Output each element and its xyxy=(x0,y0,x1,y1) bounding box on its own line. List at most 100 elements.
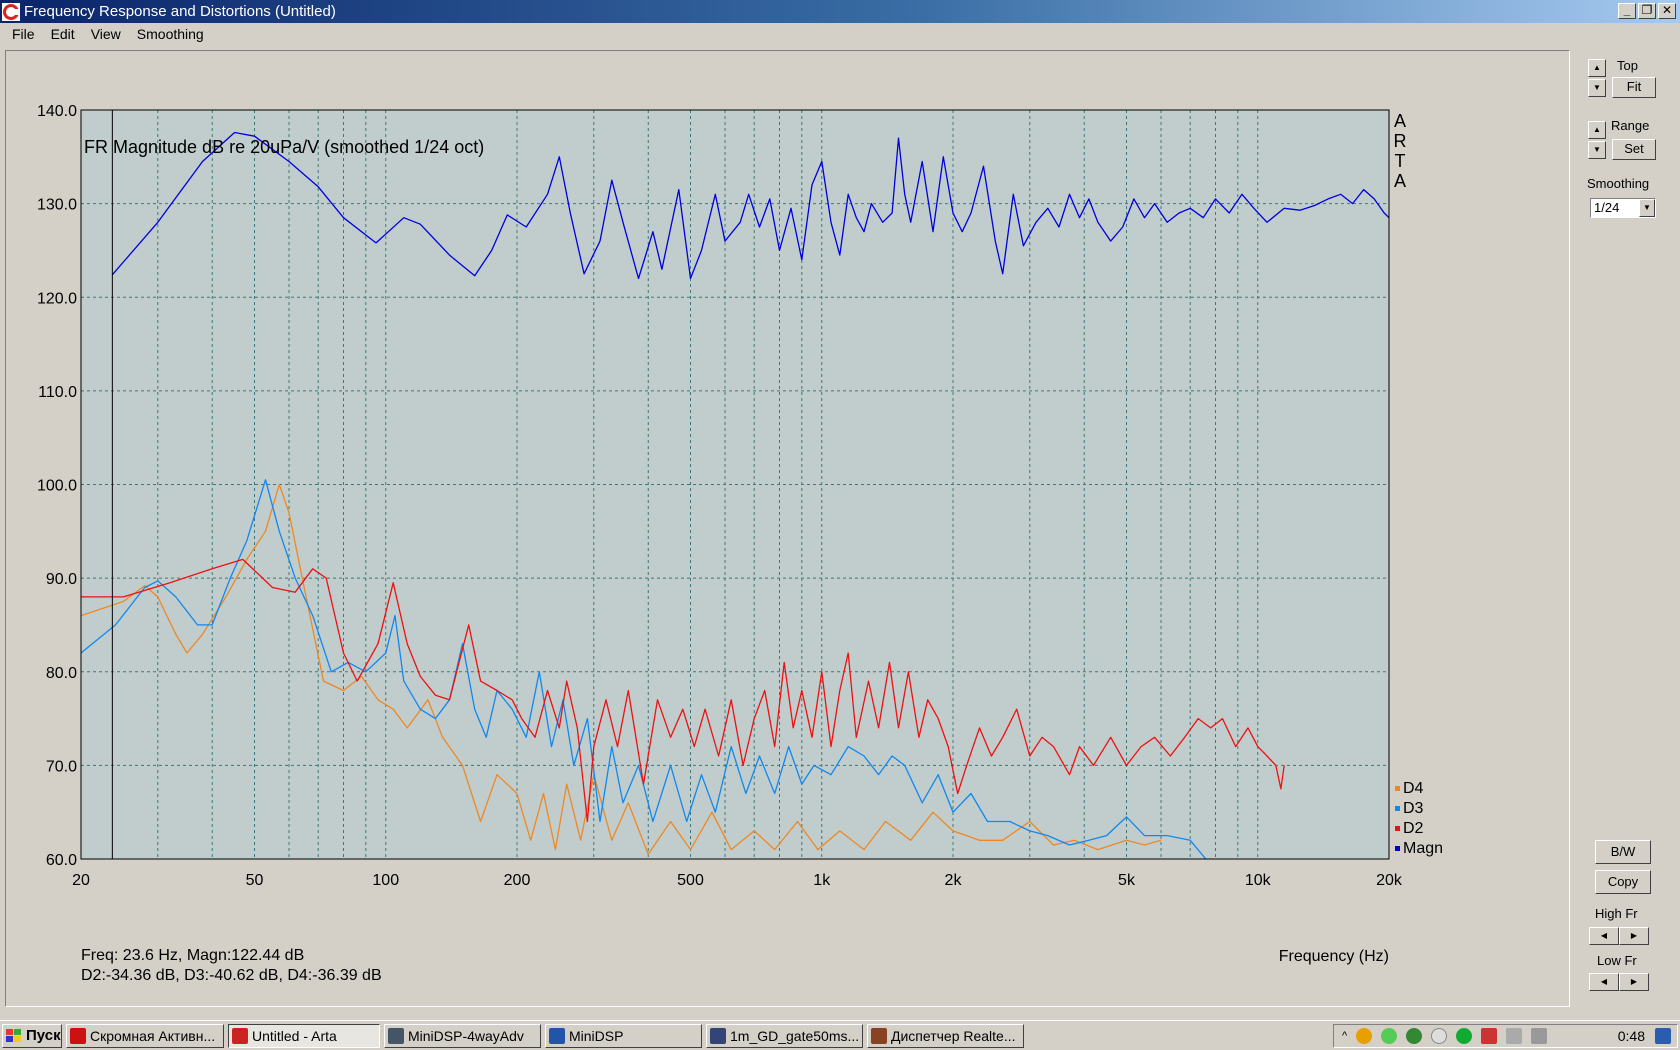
side-label-letter: A xyxy=(1394,111,1406,131)
windows-logo-icon xyxy=(6,1028,21,1042)
clock[interactable]: 0:48 xyxy=(1617,1028,1645,1044)
show-desktop-icon[interactable] xyxy=(1655,1028,1671,1044)
bw-button[interactable]: B/W xyxy=(1595,840,1651,864)
legend-label: D4 xyxy=(1403,780,1424,797)
app-icon xyxy=(70,1027,86,1044)
volume-icon[interactable] xyxy=(1506,1028,1523,1044)
plot-border xyxy=(80,109,1390,860)
x-tick-label: 100 xyxy=(372,872,399,889)
legend-swatch xyxy=(1395,806,1400,811)
close-button[interactable]: ✕ xyxy=(1658,3,1676,19)
start-button[interactable]: Пуск xyxy=(2,1023,62,1048)
x-tick-label: 5k xyxy=(1118,872,1136,889)
taskbar-button-label: MiniDSP xyxy=(569,1027,624,1044)
smoothing-label: Smoothing xyxy=(1587,176,1650,191)
top-label: Top xyxy=(1617,58,1638,73)
taskbar-button[interactable]: Скромная Активн... xyxy=(66,1023,224,1048)
copy-button[interactable]: Copy xyxy=(1595,870,1651,894)
y-tick-label: 90.0 xyxy=(46,571,77,588)
control-panel: ▲ ▼ Top Fit ▲ ▼ Range Set Smoothing 1/24… xyxy=(1575,50,1680,1007)
top-up-arrow-icon[interactable]: ▲ xyxy=(1588,59,1606,77)
taskbar-button-label: Untitled - Arta xyxy=(252,1027,337,1044)
restore-button[interactable]: ❐ xyxy=(1638,3,1656,19)
smoothing-value: 1/24 xyxy=(1594,200,1620,215)
taskbar-button[interactable]: Диспетчер Realte... xyxy=(867,1023,1024,1048)
arta-app-icon xyxy=(2,2,20,21)
chat-icon[interactable] xyxy=(1431,1028,1448,1044)
high-fr-left-arrow-icon[interactable]: ◀ xyxy=(1589,927,1619,945)
check-icon[interactable] xyxy=(1381,1028,1398,1044)
window-title: Frequency Response and Distortions (Unti… xyxy=(24,3,336,20)
series-d3-line xyxy=(80,479,1207,860)
menu-edit[interactable]: Edit xyxy=(50,26,75,42)
taskbar-button-label: Диспетчер Realte... xyxy=(891,1027,1016,1044)
taskbar-button[interactable]: 1m_GD_gate50ms... xyxy=(706,1023,863,1048)
system-tray: ^ 0:48 xyxy=(1333,1024,1678,1048)
x-tick-label: 50 xyxy=(246,872,264,889)
legend-swatch xyxy=(1395,826,1400,831)
y-tick-label: 70.0 xyxy=(46,758,77,775)
y-tick-label: 140.0 xyxy=(37,103,77,120)
gear-icon[interactable] xyxy=(1406,1028,1423,1044)
taskbar-button-label: 1m_GD_gate50ms... xyxy=(730,1027,860,1044)
signal-icon[interactable] xyxy=(1531,1028,1548,1044)
pause-icon[interactable] xyxy=(1356,1028,1373,1044)
side-label-letter: R xyxy=(1394,131,1407,151)
app-icon xyxy=(232,1027,248,1044)
top-down-arrow-icon[interactable]: ▼ xyxy=(1588,79,1606,97)
side-label-letter: T xyxy=(1395,151,1406,171)
range-up-arrow-icon[interactable]: ▲ xyxy=(1588,121,1606,139)
security-icon[interactable] xyxy=(1481,1028,1498,1044)
x-tick-label: 20 xyxy=(72,872,90,889)
app-icon xyxy=(871,1027,887,1044)
network-icon[interactable] xyxy=(1456,1028,1473,1044)
legend-label: D2 xyxy=(1403,820,1424,837)
x-tick-label: 10k xyxy=(1245,872,1272,889)
y-tick-label: 120.0 xyxy=(37,290,77,307)
window-title-bar[interactable]: Frequency Response and Distortions (Unti… xyxy=(0,0,1680,23)
app-icon xyxy=(388,1027,404,1044)
graph-panel[interactable]: 140.0 130.0 120.0 110.0 100.0 90.0 80.0 70.0 60.… xyxy=(5,50,1570,1007)
range-label: Range xyxy=(1611,118,1650,133)
start-label: Пуск xyxy=(26,1027,61,1044)
legend-label: D3 xyxy=(1403,800,1424,817)
x-tick-label: 500 xyxy=(677,872,704,889)
x-tick-label: 200 xyxy=(504,872,531,889)
menu-smoothing[interactable]: Smoothing xyxy=(136,26,204,42)
taskbar-button-label: MiniDSP-4wayAdv xyxy=(408,1027,524,1044)
y-tick-label: 130.0 xyxy=(37,197,77,214)
chevron-down-icon[interactable]: ▼ xyxy=(1639,199,1655,217)
tray-expand-icon[interactable]: ^ xyxy=(1342,1030,1348,1042)
series-d2-line xyxy=(81,558,1285,823)
taskbar-button[interactable]: MiniDSP xyxy=(545,1023,702,1048)
range-down-arrow-icon[interactable]: ▼ xyxy=(1588,141,1606,159)
series-d4-line xyxy=(80,483,1162,855)
x-tick-label: 1k xyxy=(813,872,831,889)
taskbar-button-label: Скромная Активн... xyxy=(90,1027,216,1044)
high-fr-right-arrow-icon[interactable]: ▶ xyxy=(1619,927,1649,945)
legend-swatch xyxy=(1395,846,1400,851)
taskbar-button[interactable]: Untitled - Arta xyxy=(228,1023,380,1048)
low-fr-label: Low Fr xyxy=(1597,953,1637,968)
x-axis-label: Frequency (Hz) xyxy=(1279,948,1389,965)
readout-line-1: Freq: 23.6 Hz, Magn:122.44 dB xyxy=(81,947,304,964)
y-tick-label: 80.0 xyxy=(46,665,77,682)
smoothing-select[interactable]: 1/24 ▼ xyxy=(1590,198,1656,218)
fit-button[interactable]: Fit xyxy=(1612,77,1656,98)
frequency-response-chart[interactable]: 140.0 130.0 120.0 110.0 100.0 90.0 80.0 70.0 60.… xyxy=(6,51,1569,1006)
y-tick-label: 100.0 xyxy=(37,478,77,495)
legend-label: Magn xyxy=(1403,840,1443,857)
chart-title: FR Magnitude dB re 20uPa/V (smoothed 1/2… xyxy=(84,137,484,157)
taskbar: Пуск Скромная Активн... Untitled - Arta Mi… xyxy=(0,1020,1680,1050)
side-label-letter: A xyxy=(1394,171,1406,191)
low-fr-left-arrow-icon[interactable]: ◀ xyxy=(1589,973,1619,991)
legend-swatch xyxy=(1395,786,1400,791)
set-button[interactable]: Set xyxy=(1612,139,1656,160)
taskbar-button[interactable]: MiniDSP-4wayAdv xyxy=(384,1023,541,1048)
menu-file[interactable]: File xyxy=(12,26,35,42)
minimize-button[interactable]: _ xyxy=(1618,3,1636,19)
menu-view[interactable]: View xyxy=(90,26,121,42)
y-tick-label: 110.0 xyxy=(38,384,77,401)
x-tick-label: 2k xyxy=(945,872,963,889)
low-fr-right-arrow-icon[interactable]: ▶ xyxy=(1619,973,1649,991)
